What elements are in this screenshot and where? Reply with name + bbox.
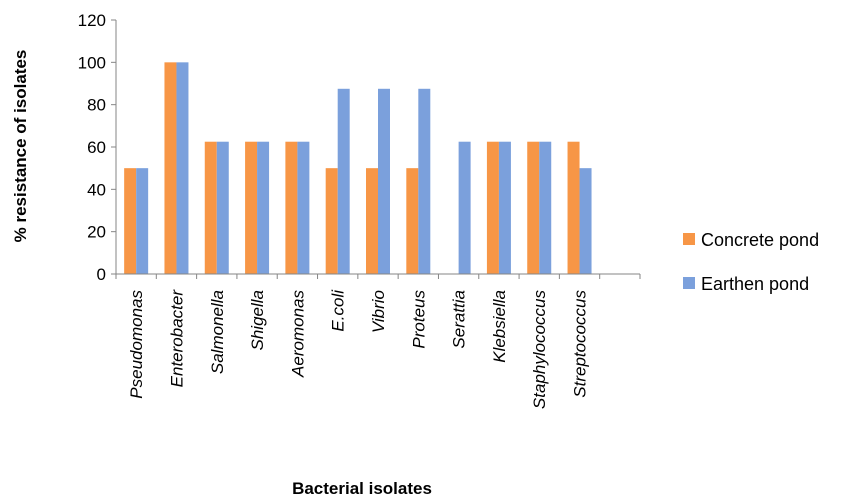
legend-label-concrete-pond: Concrete pond (701, 230, 819, 250)
y-axis-ticks: 0 20 40 60 80 100 120 (78, 11, 116, 284)
x-category-label: Shigella (248, 290, 267, 351)
bars (124, 62, 592, 275)
bar-concrete-pond-aeromonas (285, 141, 298, 274)
bar-earthen-pond-aeromonas (297, 141, 310, 274)
bar-concrete-pond-vibrio (366, 168, 378, 274)
x-category-label: Serattia (450, 290, 469, 349)
y-tick-label: 60 (87, 138, 106, 157)
bar-concrete-pond-proteus (406, 168, 419, 274)
bar-concrete-pond-pseudomonas (124, 168, 137, 274)
category-labels: Pseudomonas Enterobacter Salmonella Shigell… (127, 289, 589, 409)
bar-concrete-pond-shigella (245, 141, 258, 274)
bar-concrete-pond-e-coli (325, 168, 338, 274)
bar-earthen-pond-vibrio (378, 88, 390, 275)
x-category-label: Enterobacter (167, 289, 186, 388)
x-category-label: Aeromonas (288, 290, 307, 378)
x-category-label: Pseudomonas (127, 290, 146, 399)
bar-earthen-pond-salmonella (216, 141, 229, 274)
bar-earthen-pond-streptococcus (579, 168, 592, 274)
x-category-label: Salmonella (208, 290, 227, 374)
bar-earthen-pond-enterobacter (176, 62, 189, 275)
bar-earthen-pond-e-coli (337, 88, 350, 275)
y-tick-label: 80 (87, 96, 106, 115)
legend: Concrete pond Earthen pond (683, 230, 819, 294)
y-axis-title: % resistance of isolates (11, 50, 30, 243)
y-tick-label: 20 (87, 223, 106, 242)
x-category-label: Staphylococcus (530, 290, 549, 410)
x-axis-title: Bacterial isolates (292, 479, 432, 498)
bar-concrete-pond-salmonella (204, 141, 217, 274)
bar-earthen-pond-klebsiella (498, 141, 511, 274)
y-tick-label: 120 (78, 11, 106, 30)
bar-earthen-pond-staphylococcus (539, 141, 552, 274)
bar-concrete-pond-streptococcus (567, 141, 580, 274)
bar-earthen-pond-shigella (257, 141, 270, 274)
bar-earthen-pond-serattia (458, 141, 471, 274)
y-tick-label: 0 (97, 265, 106, 284)
y-tick-label: 100 (78, 53, 106, 72)
bar-concrete-pond-klebsiella (486, 141, 499, 274)
bar-earthen-pond-pseudomonas (136, 168, 149, 274)
legend-label-earthen-pond: Earthen pond (701, 274, 809, 294)
x-category-label: Proteus (409, 290, 428, 349)
legend-swatch-earthen-pond (683, 277, 695, 289)
x-category-label: Streptococcus (571, 290, 590, 398)
x-category-label: Vibrio (369, 290, 388, 333)
x-axis-ticks (115, 274, 641, 279)
bar-concrete-pond-staphylococcus (527, 141, 540, 274)
x-category-label: Klebsiella (490, 290, 509, 363)
x-category-label: E.coli (329, 289, 348, 332)
bar-concrete-pond-enterobacter (164, 62, 177, 275)
legend-swatch-concrete-pond (683, 233, 695, 245)
y-tick-label: 40 (87, 180, 106, 199)
bar-earthen-pond-proteus (418, 88, 431, 275)
